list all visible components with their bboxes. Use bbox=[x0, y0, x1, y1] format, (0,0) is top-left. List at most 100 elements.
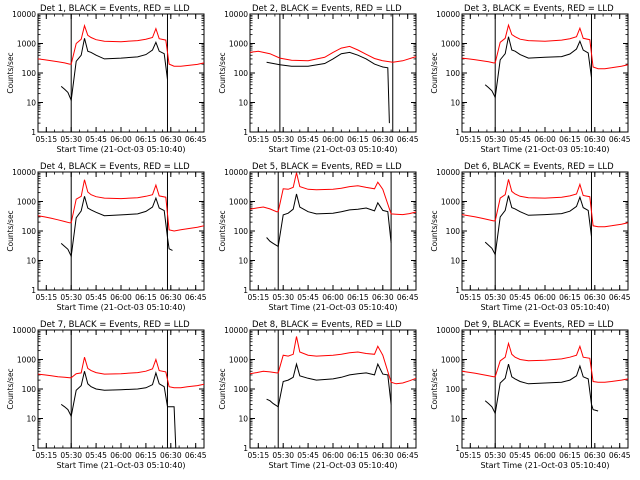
x-tick-label: 05:15 bbox=[247, 293, 269, 302]
x-tick-label: 06:45 bbox=[185, 293, 207, 302]
x-tick-label: 05:15 bbox=[247, 135, 269, 144]
y-tick-label: 1000 bbox=[17, 356, 36, 365]
y-tick-label: 1000 bbox=[441, 356, 460, 365]
y-tick-label: 10 bbox=[26, 99, 36, 108]
y-tick-label: 10 bbox=[26, 257, 36, 266]
y-axis-label: Counts/sec bbox=[6, 368, 15, 409]
x-tick-label: 06:00 bbox=[110, 135, 132, 144]
series-line-lld bbox=[37, 23, 205, 67]
y-tick-label: 100 bbox=[234, 227, 249, 236]
y-tick-label: 10000 bbox=[436, 168, 460, 177]
x-tick-label: 06:15 bbox=[135, 135, 157, 144]
x-tick-label: 06:15 bbox=[135, 451, 157, 460]
series-line-lld bbox=[249, 172, 417, 216]
x-tick-label: 05:30 bbox=[60, 135, 82, 144]
y-axis-label: Counts/sec bbox=[430, 368, 439, 409]
x-axis-label: Start Time (21-Oct-03 05:10:40) bbox=[56, 145, 185, 154]
series-line-events bbox=[60, 196, 173, 258]
series-line-events bbox=[484, 363, 599, 415]
y-tick-label: 10000 bbox=[224, 168, 248, 177]
chart-title: Det 5, BLACK = Events, RED = LLD bbox=[252, 162, 402, 172]
x-tick-label: 06:30 bbox=[584, 451, 606, 460]
series-line-events bbox=[266, 51, 390, 124]
y-tick-label: 100 bbox=[22, 385, 37, 394]
x-tick-label: 06:45 bbox=[609, 293, 631, 302]
chart-panel-1: Det 1, BLACK = Events, RED = LLD 1 10 100 10… bbox=[6, 4, 207, 154]
x-tick-label: 06:45 bbox=[397, 135, 419, 144]
y-axis-label: Counts/sec bbox=[430, 210, 439, 251]
x-tick-label: 06:00 bbox=[110, 451, 132, 460]
y-tick-label: 1 bbox=[31, 444, 36, 453]
y-tick-label: 100 bbox=[446, 227, 461, 236]
y-tick-label: 10000 bbox=[12, 10, 36, 19]
x-tick-label: 06:45 bbox=[609, 451, 631, 460]
y-tick-label: 100 bbox=[446, 385, 461, 394]
x-tick-label: 05:30 bbox=[272, 135, 294, 144]
x-tick-label: 05:30 bbox=[60, 293, 82, 302]
x-tick-label: 05:45 bbox=[509, 293, 531, 302]
y-tick-label: 10 bbox=[450, 99, 460, 108]
x-tick-label: 06:15 bbox=[347, 135, 369, 144]
y-tick-label: 1 bbox=[455, 128, 460, 137]
y-tick-label: 100 bbox=[234, 69, 249, 78]
x-tick-label: 05:15 bbox=[35, 293, 57, 302]
y-tick-label: 100 bbox=[234, 385, 249, 394]
x-tick-label: 05:45 bbox=[85, 293, 107, 302]
x-tick-label: 06:15 bbox=[347, 293, 369, 302]
y-tick-label: 1000 bbox=[229, 198, 248, 207]
x-axis-label: Start Time (21-Oct-03 05:10:40) bbox=[268, 303, 397, 312]
chart-title: Det 8, BLACK = Events, RED = LLD bbox=[252, 320, 402, 330]
chart-title: Det 1, BLACK = Events, RED = LLD bbox=[40, 4, 190, 14]
x-tick-label: 06:30 bbox=[160, 135, 182, 144]
series-line-events bbox=[484, 36, 592, 99]
x-tick-label: 06:15 bbox=[347, 451, 369, 460]
plot-frame bbox=[37, 13, 205, 133]
chart-panel-8: Det 8, BLACK = Events, RED = LLD 1 10 100 10… bbox=[218, 320, 419, 470]
x-tick-label: 05:30 bbox=[484, 293, 506, 302]
series-line-events bbox=[484, 195, 592, 257]
y-tick-label: 1 bbox=[243, 286, 248, 295]
y-tick-label: 100 bbox=[22, 227, 37, 236]
y-tick-label: 10 bbox=[450, 415, 460, 424]
y-tick-label: 1 bbox=[455, 286, 460, 295]
y-tick-label: 100 bbox=[446, 69, 461, 78]
plot-frame bbox=[37, 171, 205, 291]
y-tick-label: 1 bbox=[31, 128, 36, 137]
y-tick-label: 10 bbox=[238, 415, 248, 424]
y-tick-label: 1000 bbox=[229, 40, 248, 49]
plot-frame bbox=[461, 171, 629, 291]
x-tick-label: 05:45 bbox=[297, 451, 319, 460]
chart-title: Det 6, BLACK = Events, RED = LLD bbox=[464, 162, 614, 172]
x-tick-label: 06:15 bbox=[135, 293, 157, 302]
x-axis-label: Start Time (21-Oct-03 05:10:40) bbox=[268, 145, 397, 154]
series-line-events bbox=[266, 362, 392, 408]
x-tick-label: 05:30 bbox=[60, 451, 82, 460]
x-tick-label: 05:15 bbox=[247, 451, 269, 460]
x-tick-label: 05:45 bbox=[297, 293, 319, 302]
y-axis-label: Counts/sec bbox=[6, 210, 15, 251]
chart-panel-5: Det 5, BLACK = Events, RED = LLD 1 10 100 10… bbox=[218, 162, 419, 312]
y-tick-label: 1000 bbox=[441, 40, 460, 49]
x-tick-label: 06:15 bbox=[559, 293, 581, 302]
x-axis-label: Start Time (21-Oct-03 05:10:40) bbox=[480, 145, 609, 154]
y-axis-label: Counts/sec bbox=[6, 52, 15, 93]
y-tick-label: 1 bbox=[243, 444, 248, 453]
chart-panel-7: Det 7, BLACK = Events, RED = LLD 1 10 100 10… bbox=[6, 320, 207, 470]
x-tick-label: 05:45 bbox=[85, 135, 107, 144]
chart-title: Det 7, BLACK = Events, RED = LLD bbox=[40, 320, 190, 330]
y-tick-label: 10 bbox=[26, 415, 36, 424]
y-tick-label: 1000 bbox=[17, 40, 36, 49]
chart-panel-9: Det 9, BLACK = Events, RED = LLD 1 10 100 10… bbox=[430, 320, 631, 470]
y-tick-label: 10000 bbox=[224, 326, 248, 335]
x-axis-label: Start Time (21-Oct-03 05:10:40) bbox=[480, 461, 609, 470]
x-tick-label: 05:45 bbox=[85, 451, 107, 460]
x-tick-label: 05:30 bbox=[484, 451, 506, 460]
y-tick-label: 10000 bbox=[436, 326, 460, 335]
x-tick-label: 05:15 bbox=[35, 451, 57, 460]
x-tick-label: 06:30 bbox=[372, 451, 394, 460]
x-tick-label: 05:30 bbox=[272, 293, 294, 302]
y-tick-label: 1000 bbox=[17, 198, 36, 207]
x-tick-label: 06:30 bbox=[372, 293, 394, 302]
y-tick-label: 10 bbox=[450, 257, 460, 266]
x-tick-label: 05:45 bbox=[297, 135, 319, 144]
